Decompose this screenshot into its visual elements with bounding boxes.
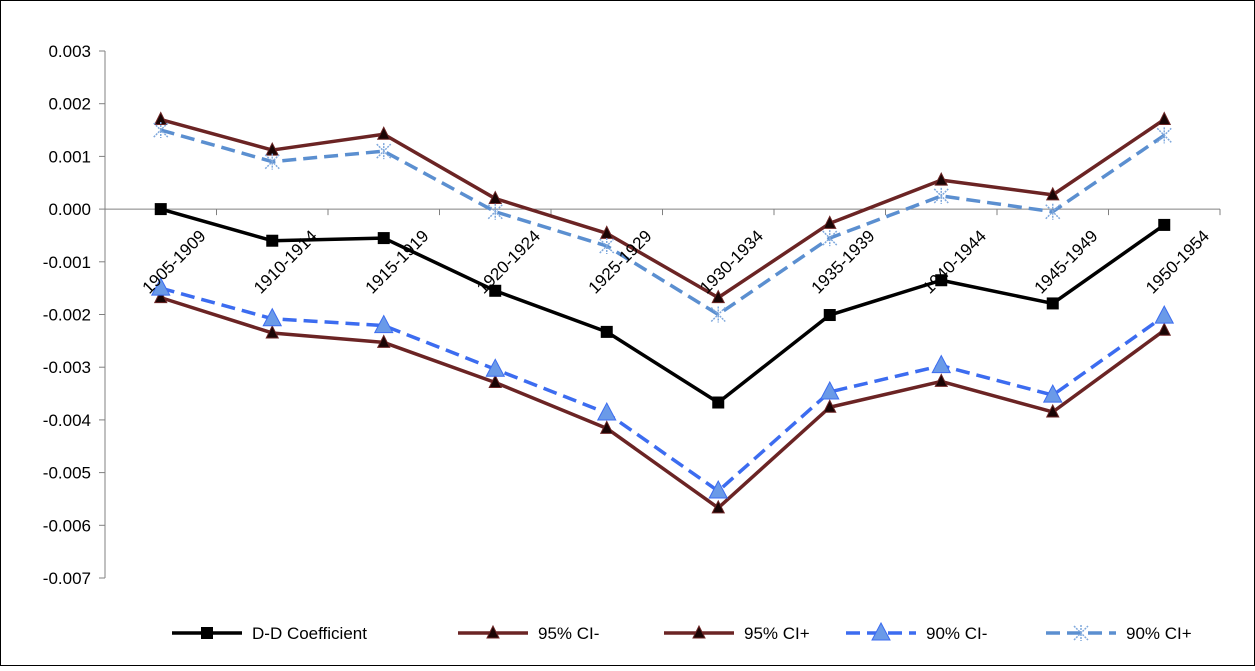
data-point [596,401,617,421]
data-point [599,420,614,434]
data-point [377,232,390,245]
legend-label: D-D Coefficient [252,624,367,643]
data-point [599,237,615,254]
data-point [376,334,391,348]
data-point [1154,305,1175,324]
y-tick-label: 0.001 [48,147,91,166]
legend-item: 90% CI- [846,621,987,643]
legend-item: D-D Coefficient [172,624,367,643]
data-point [485,358,506,377]
series-line [160,286,1166,493]
legend-marker [201,627,213,639]
data-point [823,309,836,322]
legend-label: 95% CI+ [744,624,810,643]
data-point [1156,127,1172,144]
series-90-ci- [150,277,1175,499]
series-95-ci- [153,289,1172,514]
series-line [160,295,1166,510]
y-tick-label: -0.007 [43,569,91,588]
legend-label: 95% CI- [538,624,599,643]
data-point [1158,218,1171,231]
data-point [931,354,952,374]
series-line [160,128,1166,317]
series-line [160,117,1166,300]
y-tick-label: 0.002 [48,95,91,114]
data-point [1046,297,1059,310]
data-point [933,187,949,204]
data-point [488,190,503,205]
series-line [160,207,1166,405]
data-point [934,373,949,387]
data-point [265,324,280,339]
legend-label: 90% CI- [926,624,987,643]
data-point [1045,403,1060,418]
legend-item: 90% CI+ [1046,624,1192,643]
y-tick-label: -0.005 [43,464,91,483]
data-point [488,374,503,388]
data-point [153,289,168,304]
series-90-ci- [153,122,1172,323]
series-d-d-coefficient [154,203,1171,409]
data-point [153,122,169,139]
data-point [822,399,837,413]
legend-marker [871,621,891,641]
legend-item: 95% CI+ [664,624,810,643]
data-point [708,479,729,499]
data-point [153,111,168,126]
legend-marker [1073,625,1089,641]
legend-item: 95% CI- [458,624,599,643]
data-point [150,277,171,296]
series-95-ci- [153,111,1172,304]
legend-marker [486,624,500,639]
data-point [1042,384,1063,403]
data-point [1045,203,1061,220]
legend-marker [692,624,706,639]
data-point [935,274,948,287]
data-point [819,380,840,400]
data-point [600,325,613,338]
y-tick-label: -0.001 [43,253,91,272]
data-point [712,396,725,409]
y-tick-label: 0.000 [48,200,91,219]
data-point [710,306,726,323]
data-point [711,289,726,304]
data-point [487,203,503,220]
data-point [711,499,726,514]
y-tick-label: -0.003 [43,358,91,377]
y-tick-label: -0.006 [43,516,91,535]
data-point [822,215,837,229]
data-point [1045,186,1060,201]
legend-label: 90% CI+ [1126,624,1192,643]
data-point [262,307,283,327]
y-tick-label: -0.002 [43,306,91,325]
data-point [376,126,391,140]
data-point [373,314,394,334]
data-point [1157,322,1172,336]
y-tick-label: 0.003 [48,42,91,61]
data-point [1157,111,1172,126]
data-point [376,143,392,160]
data-point [154,203,167,216]
y-tick-label: -0.004 [43,411,91,430]
data-point [264,153,280,170]
data-point [266,234,279,247]
data-point [822,230,838,247]
data-point [934,171,949,186]
data-point [489,284,502,297]
